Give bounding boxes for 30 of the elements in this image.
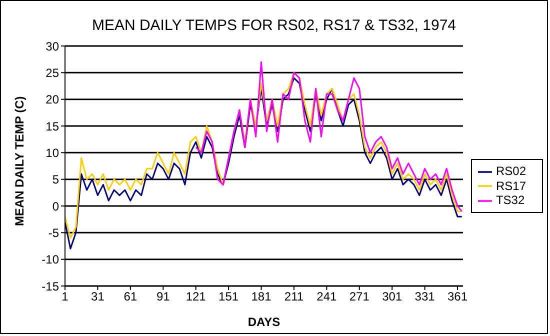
x-tick-label: 271 — [349, 290, 370, 304]
x-tick-label: 121 — [186, 290, 206, 304]
line-series — [195, 61, 463, 212]
y-tick-label: 5 — [52, 172, 60, 187]
y-tick-label: 15 — [46, 119, 60, 134]
x-tick-label: 151 — [218, 290, 239, 304]
x-tick-label: 331 — [414, 290, 436, 304]
x-tick-label: 361 — [448, 290, 468, 304]
legend-label: RS17 — [496, 178, 526, 193]
y-tick-label: 25 — [46, 66, 60, 80]
legend-label: TS32 — [496, 193, 525, 208]
y-tick-label: 0 — [52, 199, 60, 214]
x-tick-label: 181 — [251, 290, 272, 304]
x-tick-label: 31 — [91, 290, 105, 304]
y-tick-label: 30 — [46, 39, 60, 54]
y-tick-label: -5 — [48, 226, 60, 240]
y-axis-title: MEAN DAILY TEMP (C) — [12, 96, 26, 226]
x-tick-label: 301 — [382, 290, 402, 304]
x-tick-label: 61 — [124, 290, 138, 304]
x-tick-label: 1 — [62, 290, 69, 304]
y-tick-label: -10 — [42, 252, 60, 267]
y-tick-label: -15 — [42, 279, 60, 294]
x-tick-label: 241 — [316, 290, 338, 304]
x-axis-title: DAYS — [248, 315, 280, 329]
legend-label: RS02 — [496, 164, 526, 178]
x-tick-label: 211 — [284, 290, 304, 304]
chart-title: MEAN DAILY TEMPS FOR RS02, RS17 & TS32, 1974 — [90, 17, 458, 34]
x-tick-label: 91 — [156, 290, 170, 304]
y-tick-label: 10 — [46, 146, 60, 160]
y-tick-label: 20 — [46, 92, 60, 107]
